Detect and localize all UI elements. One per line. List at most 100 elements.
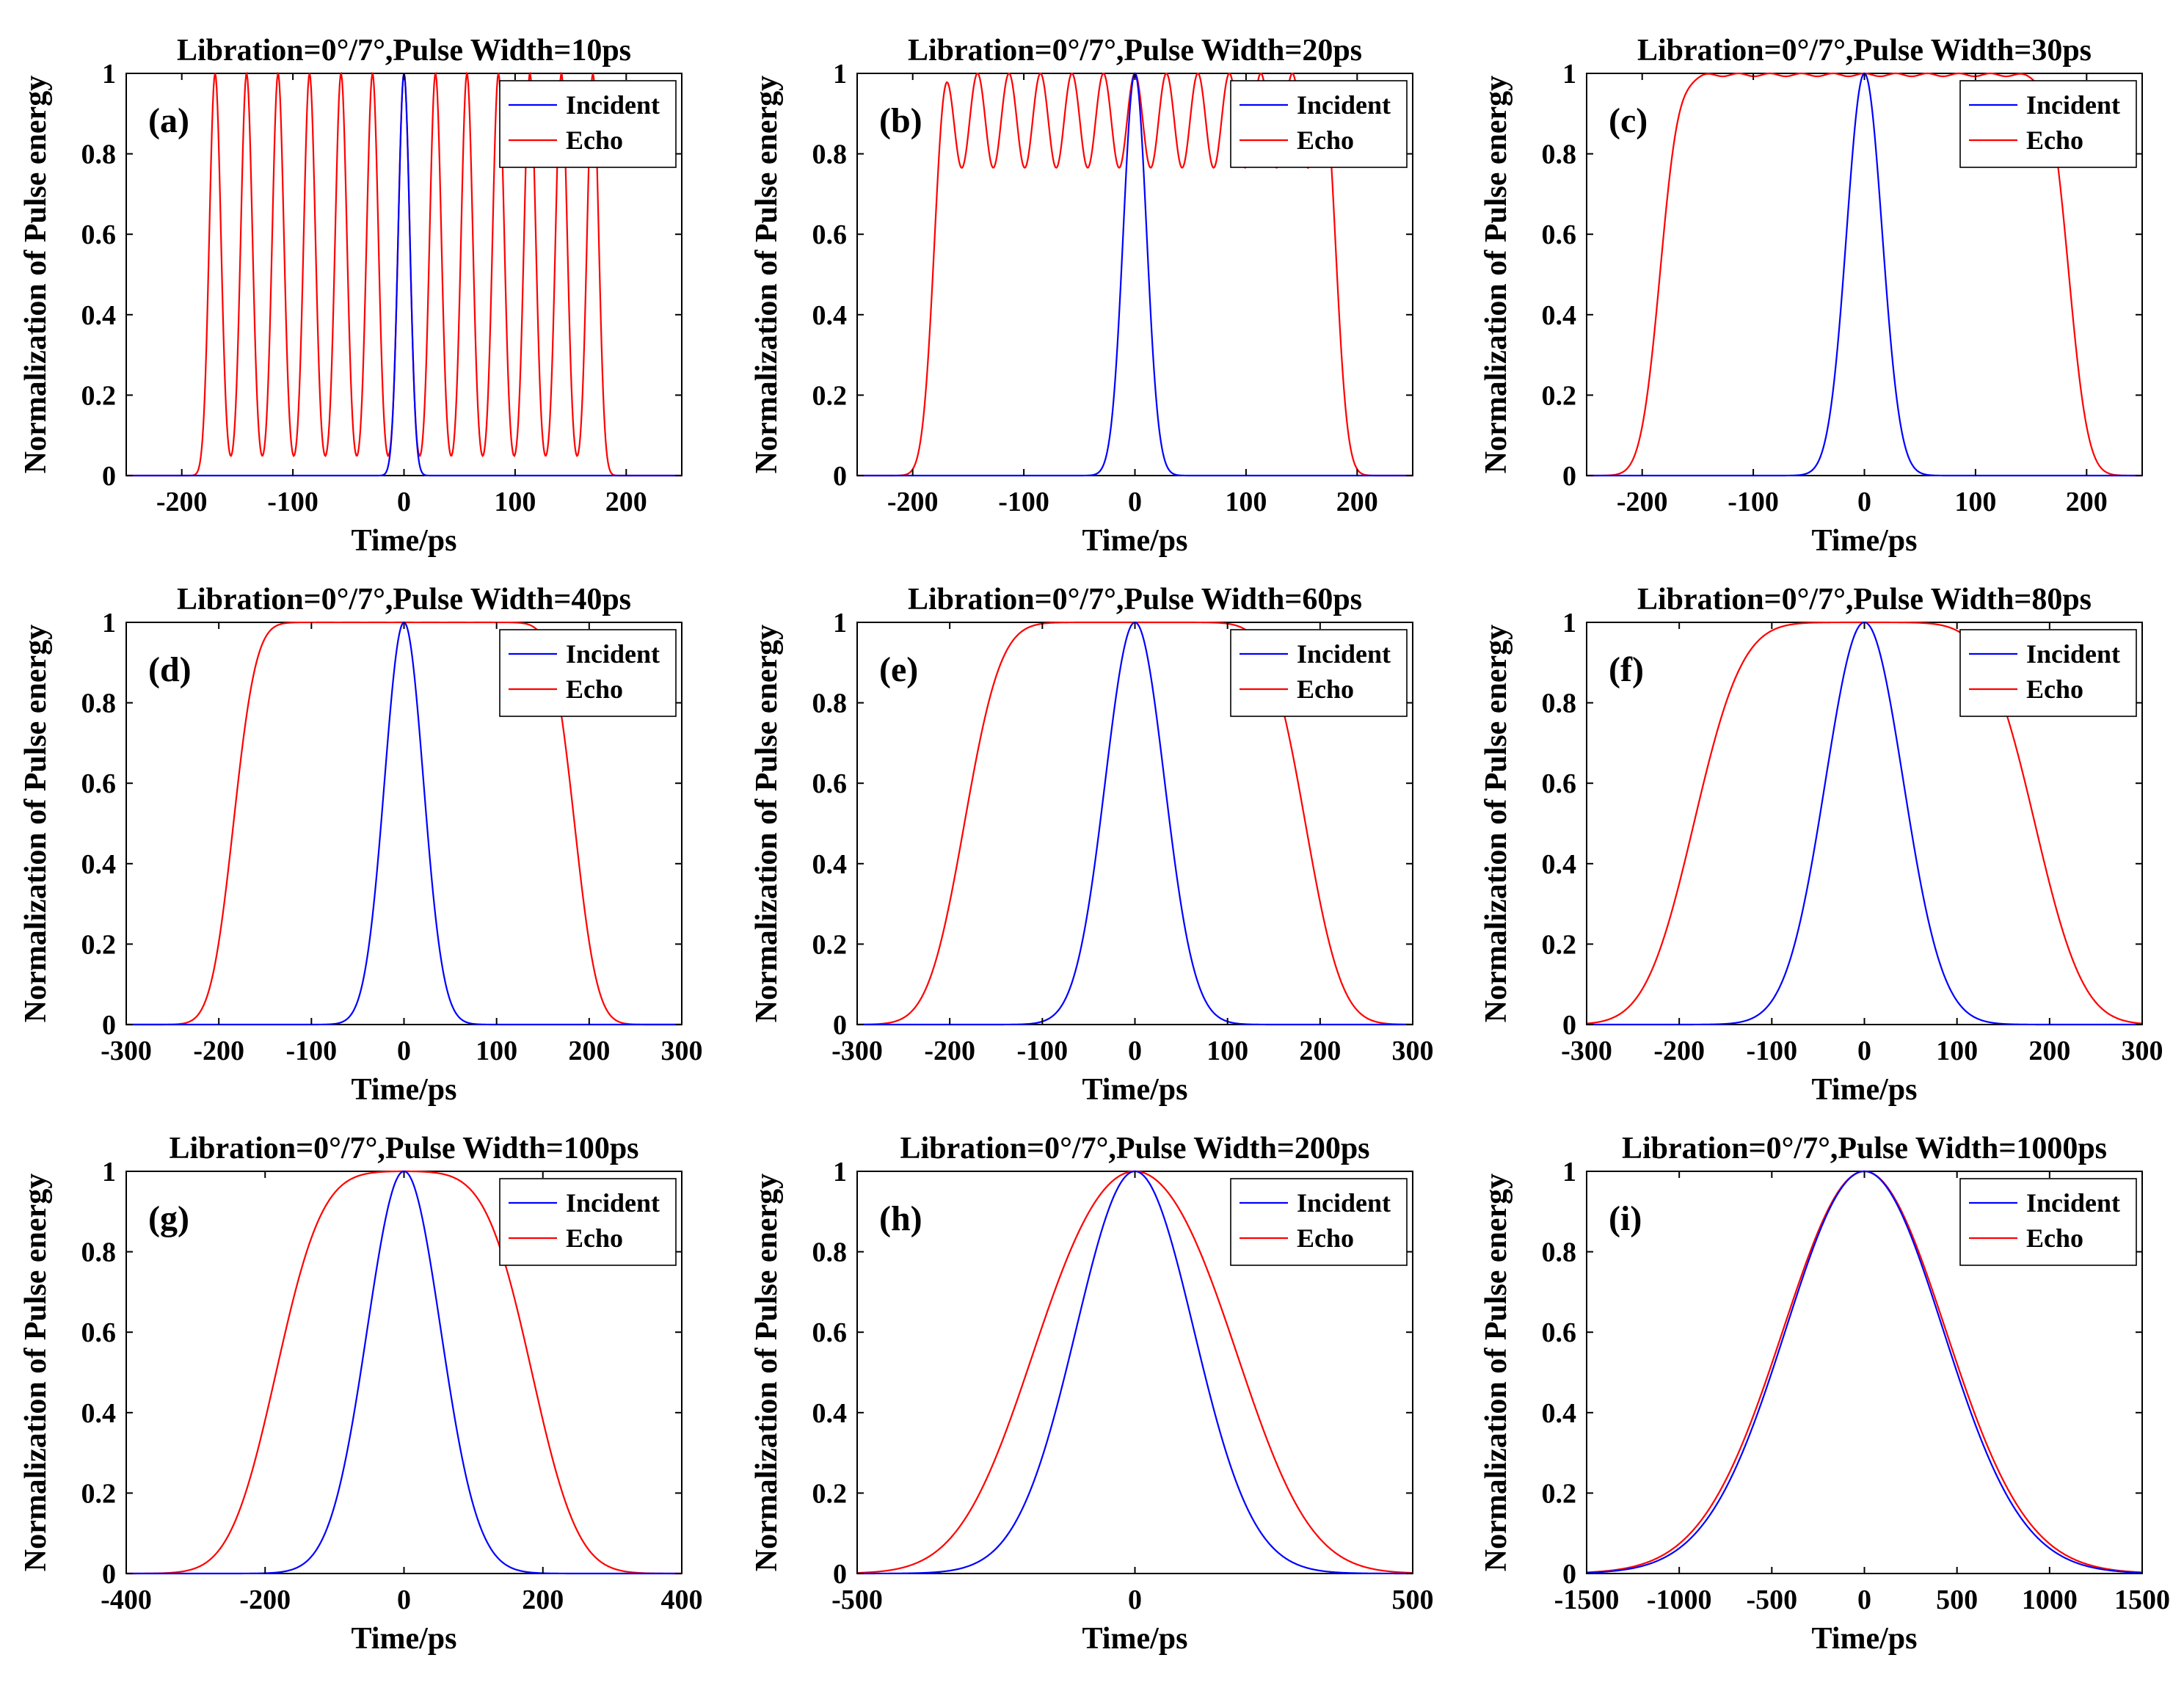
panel-label: (c) [1609, 101, 1648, 140]
y-tick-label: 0.6 [1542, 219, 1577, 250]
y-tick-label: 0.8 [81, 139, 117, 170]
y-tick-label: 0.2 [81, 1478, 117, 1509]
legend-incident-label: Incident [1297, 90, 1391, 120]
x-tick-label: -200 [193, 1036, 244, 1066]
x-tick-label: 0 [1128, 487, 1142, 517]
x-tick-label: -200 [887, 487, 939, 517]
y-axis-label: Normalization of Pulse energy [19, 76, 53, 473]
y-tick-label: 1 [102, 1157, 116, 1187]
legend-incident-label: Incident [1297, 639, 1391, 669]
y-tick-label: 0.8 [812, 688, 848, 719]
y-tick-label: 0.2 [1542, 1478, 1577, 1509]
x-tick-label: -100 [267, 487, 318, 517]
y-tick-label: 0.4 [81, 1398, 117, 1429]
y-axis-label: Normalization of Pulse energy [750, 76, 784, 473]
y-tick-label: 0.6 [812, 1317, 848, 1348]
chart-panel-h: -500 0 50000.20.40.60.81Libration=0°/7°,Pu… [750, 1132, 1434, 1656]
y-tick-label: 0.6 [1542, 768, 1577, 799]
y-axis-label: Normalization of Pulse energy [750, 1174, 784, 1571]
panel-label: (e) [879, 650, 918, 689]
panel-label: (a) [148, 101, 189, 140]
y-tick-label: 0.4 [1542, 300, 1577, 331]
legend-box [1230, 629, 1408, 717]
y-tick-label: 0.2 [1542, 380, 1577, 411]
legend: Incident Echo [1230, 629, 1408, 717]
legend-incident-label: Incident [2026, 1188, 2120, 1218]
panel-label: (h) [879, 1199, 922, 1238]
y-axis-label: Normalization of Pulse energy [750, 625, 784, 1022]
x-tick-label: 100 [476, 1036, 517, 1066]
panel-label: (b) [879, 101, 922, 140]
x-axis-label: Time/ps [1812, 1622, 1918, 1656]
x-tick-label: -200 [156, 487, 208, 517]
y-tick-label: 0.4 [1542, 1398, 1577, 1429]
x-tick-label: 1500 [2114, 1585, 2170, 1615]
y-tick-label: 0.2 [1542, 929, 1577, 960]
legend-echo-label: Echo [1297, 125, 1354, 155]
legend-box [1959, 629, 2137, 717]
y-tick-label: 1 [833, 1157, 847, 1187]
x-axis-label: Time/ps [1082, 1073, 1188, 1107]
y-tick-label: 0.4 [812, 1398, 848, 1429]
panel-label: (g) [148, 1199, 189, 1238]
x-tick-label: 200 [1299, 1036, 1341, 1066]
y-tick-label: 0.6 [1542, 1317, 1577, 1348]
y-tick-label: 0.8 [1542, 139, 1577, 170]
x-axis-label: Time/ps [1082, 1622, 1188, 1656]
x-tick-label: 200 [605, 487, 647, 517]
x-tick-label: 100 [1954, 487, 1996, 517]
x-tick-label: -1500 [1554, 1585, 1620, 1615]
chart-title: Libration=0°/7°,Pulse Width=1000ps [1622, 1132, 2107, 1165]
y-tick-label: 0 [833, 1559, 847, 1590]
y-tick-label: 0.8 [81, 1237, 117, 1268]
x-tick-label: -100 [998, 487, 1049, 517]
x-tick-label: 1000 [2022, 1585, 2078, 1615]
chart-panel-d: -300 -200 -100 0 100 200 300 0 0.2 0.4 0.6 0.8 1 Libr… [19, 583, 703, 1107]
x-tick-label: 0 [397, 1036, 411, 1066]
x-tick-label: -500 [831, 1585, 883, 1615]
legend-box [499, 629, 677, 717]
chart-title: Libration=0°/7°,Pulse Width=100ps [169, 1132, 638, 1165]
chart-title: Libration=0°/7°,Pulse Width=60ps [908, 583, 1362, 616]
legend-incident-label: Incident [566, 90, 660, 120]
x-tick-label: -100 [1728, 487, 1779, 517]
legend-incident-label: Incident [1297, 1188, 1391, 1218]
x-tick-label: 300 [2122, 1036, 2163, 1066]
legend: Incident Echo [499, 1178, 677, 1266]
y-tick-label: 0.8 [1542, 1237, 1577, 1268]
y-tick-label: 0.6 [812, 219, 848, 250]
chart-panel-f: -300 -200 -100 0 100 200 300 0 0.2 0.4 0.6 0.8 1 Libr… [1479, 583, 2163, 1107]
y-tick-label: 0.4 [812, 849, 848, 880]
chart-panel-e: -300 -200 -100 0 100 200 300 0 0.2 0.4 0.6 0.8 1 Libr… [750, 583, 1434, 1107]
chart-panel-i: -1500 -1000 -500 0 500 1000 1500 0 0.2 0.4 0.6 0.8 1… [1479, 1132, 2170, 1656]
y-tick-label: 0 [1562, 1010, 1576, 1041]
y-tick-label: 1 [102, 608, 116, 639]
legend-box [1959, 80, 2137, 168]
x-tick-label: 200 [2028, 1036, 2070, 1066]
y-tick-label: 1 [1562, 1157, 1576, 1187]
x-tick-label: 300 [661, 1036, 703, 1066]
x-tick-label: 0 [1857, 1036, 1871, 1066]
y-tick-label: 0 [102, 1559, 116, 1590]
y-tick-label: 0.2 [812, 380, 848, 411]
y-tick-label: 0.2 [812, 929, 848, 960]
chart-title: Libration=0°/7°,Pulse Width=30ps [1637, 34, 2092, 68]
panel-label: (f) [1609, 650, 1644, 689]
y-axis-label: Normalization of Pulse energy [19, 1174, 53, 1571]
x-tick-label: -200 [924, 1036, 975, 1066]
legend: Incident Echo [499, 629, 677, 717]
y-tick-label: 0.6 [812, 768, 848, 799]
legend-echo-label: Echo [2026, 1223, 2083, 1253]
y-tick-label: 0.8 [812, 1237, 848, 1268]
x-tick-label: -100 [1017, 1036, 1069, 1066]
legend: Incident Echo [499, 80, 677, 168]
legend-echo-label: Echo [2026, 674, 2083, 704]
x-tick-label: -100 [286, 1036, 338, 1066]
y-tick-label: 1 [833, 608, 847, 639]
x-tick-label: -400 [101, 1585, 152, 1615]
x-axis-label: Time/ps [1812, 1073, 1918, 1107]
y-tick-label: 0 [833, 1010, 847, 1041]
x-tick-label: 500 [1392, 1585, 1434, 1615]
legend-incident-label: Incident [2026, 639, 2120, 669]
